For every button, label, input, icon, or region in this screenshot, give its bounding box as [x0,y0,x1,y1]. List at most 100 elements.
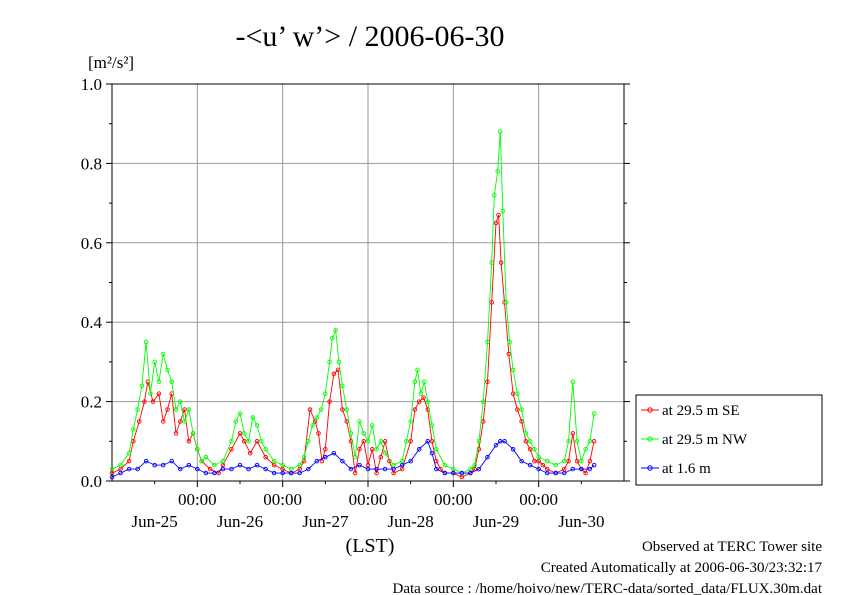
series-point-1 [186,407,192,412]
series-point-1 [306,439,311,444]
series-point-1 [536,454,541,460]
series-point-1 [523,431,529,436]
series-point-1 [336,359,342,365]
series-point-1 [344,407,349,412]
series-point-1 [566,439,571,444]
x-date-label: Jun-30 [558,512,604,531]
series-point-2 [485,454,490,460]
series-point-2 [429,450,435,456]
x-time-label: 00:00 [349,490,388,509]
series-point-0 [340,407,345,412]
series-point-0 [378,454,384,460]
series-point-2 [288,470,294,476]
series-point-1 [327,359,332,365]
series-line-1 [111,131,595,474]
series-point-0 [515,407,520,412]
series-point-0 [361,439,366,444]
series-point-1 [489,260,494,265]
series-point-2 [510,446,516,452]
series-point-1 [329,335,335,341]
series-point-2 [408,458,413,464]
series-point-2 [365,466,371,472]
series-point-2 [357,462,362,468]
series-point-2 [553,470,558,476]
footer-line-1: Observed at TERC Tower site [642,539,822,555]
series-point-0 [142,399,147,404]
series-point-1 [422,379,427,385]
series-point-2 [203,470,209,476]
series-point-1 [165,367,170,373]
grid-lines [112,84,624,481]
series-point-2 [348,466,354,472]
series-point-2 [212,470,217,476]
series-point-1 [485,339,490,345]
series-point-1 [250,415,256,420]
series-point-1 [408,419,413,424]
series-point-1 [503,300,509,305]
series-point-0 [540,462,546,468]
series-point-0 [493,220,499,226]
series-point-2 [314,458,320,464]
series-point-2 [126,466,132,472]
series-point-1 [229,439,234,444]
y-tick-label: 0.8 [81,154,102,173]
series-point-0 [370,446,375,452]
series-point-1 [378,439,384,444]
series-point-2 [442,470,448,476]
series-point-1 [591,411,597,416]
series-point-0 [312,419,318,424]
series-point-0 [319,458,325,464]
series-point-1 [126,450,132,456]
x-time-label: 00:00 [434,490,473,509]
series-point-1 [553,462,558,468]
series-point-2 [109,474,115,480]
series-point-2 [152,462,157,468]
series-point-0 [316,431,321,436]
series-point-0 [357,446,362,452]
series-point-0 [242,439,247,444]
series-point-1 [404,439,409,444]
series-point-2 [519,458,524,464]
series-point-1 [143,339,149,345]
series-point-1 [348,431,354,436]
series-point-0 [126,458,132,464]
series-point-2 [502,439,507,444]
series-point-2 [169,458,174,464]
series-point-2 [271,470,277,476]
series-point-1 [323,391,328,396]
series-point-0 [237,431,243,436]
series-point-2 [587,466,593,472]
series-point-1 [532,446,537,452]
series-point-0 [160,419,166,424]
series-point-0 [156,391,162,396]
series-point-1 [271,458,277,464]
series-point-0 [182,407,187,412]
series-point-2 [544,470,550,476]
series-point-1 [492,192,497,198]
series-point-1 [254,423,260,428]
series-point-1 [370,423,375,428]
legend-label-1: at 29.5 m NW [662,432,748,448]
series-point-2 [306,466,311,472]
series-point-0 [352,470,358,476]
series-point-2 [297,470,302,476]
series-point-1 [169,379,174,385]
series-point-1 [357,419,362,424]
series-point-1 [131,427,136,432]
series-point-0 [510,391,516,396]
series-point-0 [566,458,571,464]
series-point-1 [562,458,567,464]
series-point-1 [579,458,584,464]
series-point-0 [247,450,253,456]
series-point-2 [476,466,482,472]
series-point-1 [297,462,302,468]
series-point-1 [495,169,500,174]
legend-marker-0 [647,407,653,413]
series-point-0 [178,419,183,424]
series-point-1 [583,446,588,452]
series-point-1 [352,454,358,460]
series-point-2 [229,466,234,472]
x-date-label: Jun-26 [217,512,263,531]
series-point-2 [323,454,328,460]
footer-line-3: Data source : /home/hoivo/new/TERC-data/… [393,581,823,595]
